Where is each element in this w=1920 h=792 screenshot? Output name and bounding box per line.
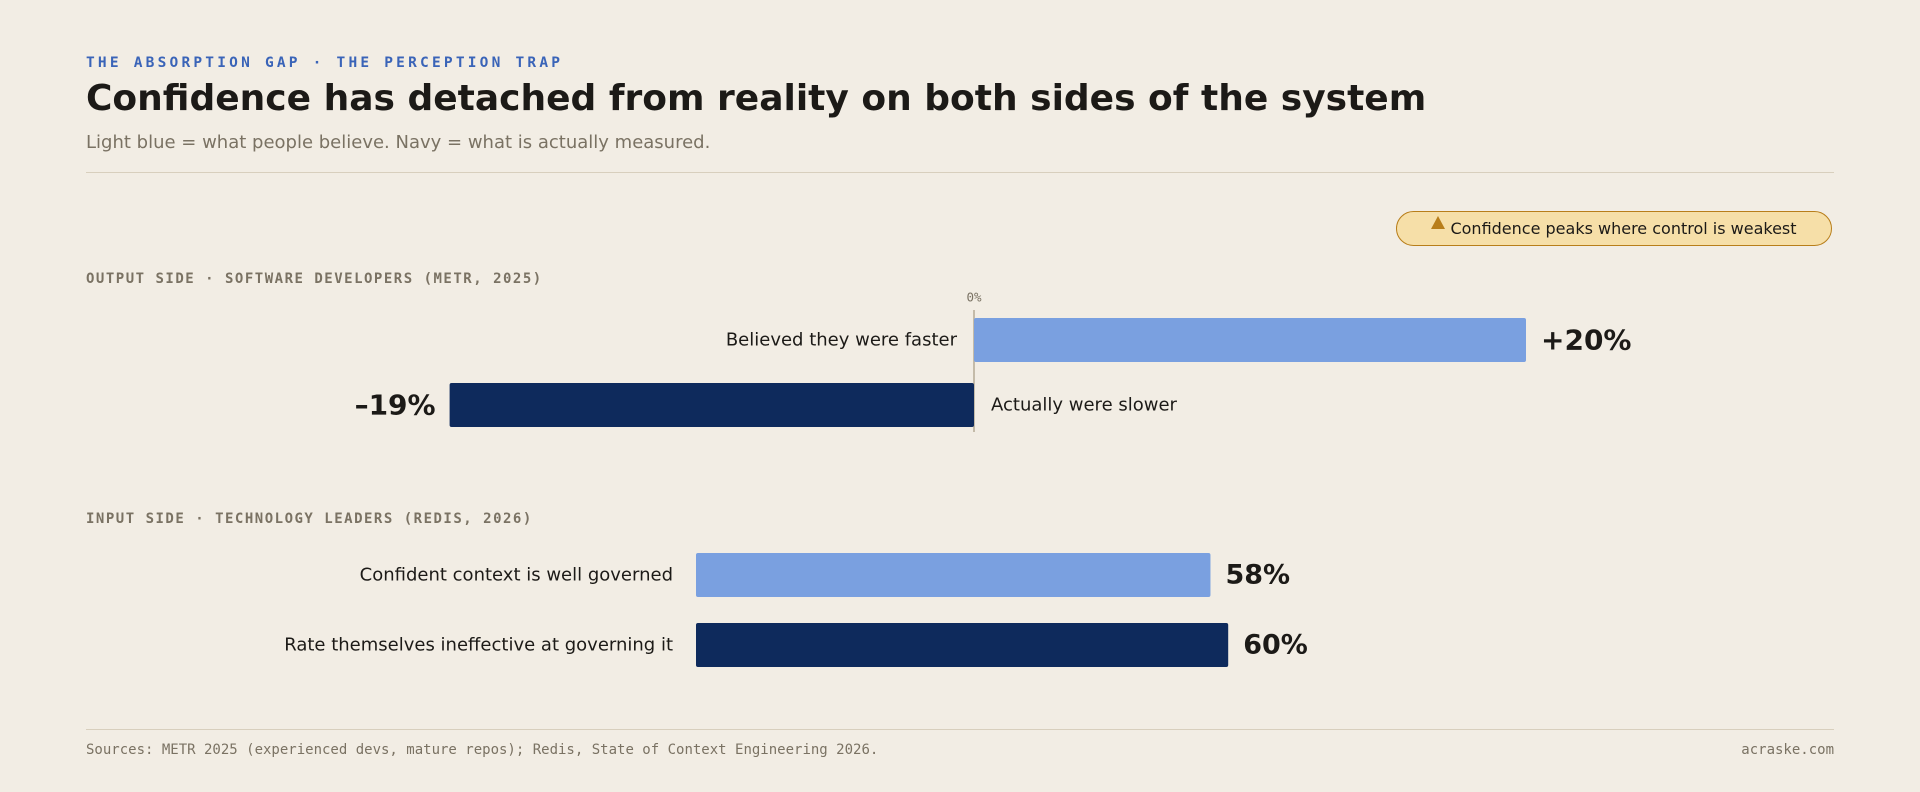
bar-label: Rate themselves ineffective at governing… — [284, 635, 673, 656]
footer-sources: Sources: METR 2025 (experienced devs, ma… — [86, 742, 879, 758]
page-subtitle: Light blue = what people believe. Navy =… — [86, 132, 711, 153]
footer-divider — [86, 729, 1834, 730]
bar-label: Believed they were faster — [726, 330, 958, 351]
bar-value-label: 60% — [1243, 630, 1308, 661]
bar-believed-output — [974, 318, 1526, 362]
bar-label: Actually were slower — [991, 395, 1178, 416]
bar-value-label: 58% — [1225, 560, 1290, 591]
bar-measured-input — [696, 623, 1229, 667]
zero-axis-label: 0% — [966, 290, 982, 305]
footer-credit: acraske.com — [1741, 742, 1834, 758]
header-divider — [86, 172, 1834, 173]
bar-value-label: +20% — [1541, 324, 1631, 357]
eyebrow-label: THE ABSORPTION GAP · THE PERCEPTION TRAP — [86, 55, 564, 71]
bar-believed-input — [696, 553, 1211, 597]
page-title: Confidence has detached from reality on … — [86, 78, 1427, 119]
callout-badge: Confidence peaks where control is weakes… — [1396, 211, 1832, 246]
warning-triangle-icon — [1431, 216, 1446, 229]
bar-label: Confident context is well governed — [360, 565, 673, 586]
callout-text: Confidence peaks where control is weakes… — [1450, 219, 1797, 238]
bar-measured-output — [449, 383, 975, 427]
section-label-output: OUTPUT SIDE · SOFTWARE DEVELOPERS (METR,… — [86, 271, 543, 287]
section-label-input: INPUT SIDE · TECHNOLOGY LEADERS (REDIS, … — [86, 511, 533, 527]
bar-value-label: –19% — [355, 389, 436, 422]
